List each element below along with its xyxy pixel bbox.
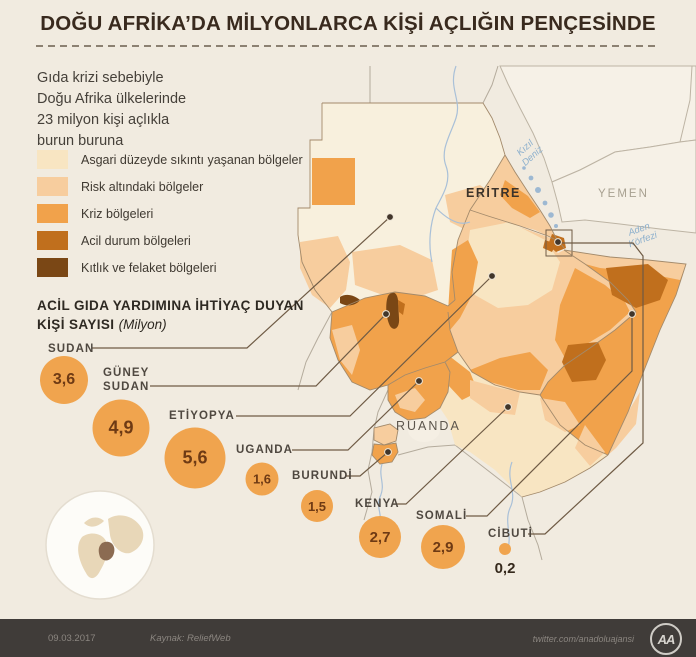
intro-line: burun buruna [37,133,124,149]
ethiopia-west-l3 [448,240,478,330]
legend-label: Asgari düzeyde sıkıntı yaşanan bölgeler [81,152,303,167]
famine-blob-west [340,294,360,306]
bubble-value: 1,6 [252,471,272,487]
intro-text: Gıda krizi sebebiyle Doğu Afrika ülkeler… [37,68,186,152]
sudan-patch-l2-mid [352,245,438,296]
connector-dots [382,213,636,456]
bubble-sudan: 3,6 [40,356,88,404]
connector-lines [92,216,644,535]
south-sudan-shape [330,292,458,390]
section-header-line1: ACİL GIDA YARDIMINA İHTİYAÇ DUYAN [37,298,304,313]
map-legend: Asgari düzeyde sıkıntı yaşanan bölgeler … [37,150,303,285]
legend-item: Acil durum bölgeleri [37,231,303,250]
country-label-guney-sudan: GÜNEY SUDAN [103,367,150,393]
bubble-value: 3,6 [52,371,76,388]
bubble-burundi: 1,5 [301,490,333,522]
eritre-map-label: ERİTRE [466,185,521,200]
ethiopia-south-l3 [470,352,548,390]
aa-agency-logo: AA [650,623,682,655]
country-label-kenya: KENYA [355,498,400,510]
somalia-south-l2 [608,392,640,455]
intro-line: 23 milyon kişi açlıkla [37,112,170,128]
globe-continents [78,515,144,579]
intro-line: Gıda krizi sebebiyle [37,70,164,86]
eritrea-patch-l3 [500,180,540,218]
legend-swatch-famine [37,258,68,277]
legend-item: Risk altındaki bölgeler [37,177,303,196]
footer-bar: 09.03.2017 Kaynak: ReliefWeb twitter.com… [0,619,696,657]
globe-locator [45,490,155,600]
country-label-etiyopya: ETİYOPYA [169,410,235,422]
section-header-line2-text: KİŞİ SAYISI [37,317,115,332]
car-drc-border-line [297,311,333,391]
rwanda-shape [374,424,398,445]
yemen-land [551,139,696,234]
legend-item: Kıtlık ve felaket bölgeleri [37,258,303,277]
country-label-uganda: UGANDA [236,444,294,456]
sudan-patch-l3 [312,158,355,205]
legend-item: Asgari düzeyde sıkıntı yaşanan bölgeler [37,150,303,169]
oman-border-line [679,65,693,143]
ethiopia-center-l1 [465,222,560,308]
red-sea-islands [522,166,558,228]
footer-source: Kaynak: ReliefWeb [150,633,231,644]
bubble-value: 2,9 [432,538,454,556]
country-label-cibuti: CİBUTİ [488,528,533,540]
south-sudan-patch-l2 [332,325,360,375]
section-header: ACİL GIDA YARDIMINA İHTİYAÇ DUYAN KİŞİ S… [37,296,304,334]
kenya-l2-coast [575,425,605,466]
somalia-north-l4 [606,264,668,308]
legend-label: Risk altındaki bölgeler [81,179,204,194]
emergency-bit [398,300,405,315]
section-header-unit: (Milyon) [118,317,167,332]
bubble-kenya: 2,7 [359,516,401,558]
country-label-burundi: BURUNDİ [292,470,353,482]
page-title: DOĞU AFRİKA’DA MİLYONLARCA KİŞİ AÇLIĞIN … [40,12,656,35]
legend-label: Kriz bölgeleri [81,206,154,221]
country-label-sudan: SUDAN [48,343,95,355]
bubble-guney-sudan: 4,9 [92,399,150,457]
egypt-coast-line [482,65,499,104]
footer-twitter-handle: twitter.com/anadoluajansi [532,634,634,644]
drc-border-line [363,389,389,521]
legend-label: Acil durum bölgeleri [81,233,191,248]
legend-swatch-stressed [37,177,68,196]
bubble-value-cibuti: 0,2 [494,560,516,577]
legend-swatch-crisis [37,204,68,223]
somalia-central-l4 [562,342,606,382]
country-borders [297,102,687,498]
bubble-somali: 2,9 [421,525,465,569]
lake-victoria [408,418,440,442]
footer-date: 09.03.2017 [48,633,96,644]
uganda-l2 [395,388,425,412]
bubble-value: 5,6 [182,447,208,468]
bubble-value: 2,7 [369,528,391,546]
bubble-value: 1,5 [307,498,327,514]
rivers [377,65,514,549]
bubble-etiyopya: 5,6 [164,427,226,489]
ruanda-map-label: RUANDA [396,419,461,433]
title-divider [36,45,660,47]
kenya-l2-b [540,398,580,432]
kenya-l3-turkana [444,355,478,400]
legend-item: Kriz bölgeleri [37,204,303,223]
bubble-cibuti [499,543,511,555]
intro-line: Doğu Afrika ülkelerinde [37,91,187,107]
legend-label: Kıtlık ve felaket bölgeleri [81,260,217,275]
bubble-uganda: 1,6 [245,462,279,496]
section-header-line2: KİŞİ SAYISI (Milyon) [37,315,304,334]
legend-swatch-emergency [37,231,68,250]
legend-swatch-minimal [37,150,68,169]
globe-highlight-east-africa [98,541,115,561]
sudan-patch-l2-west [300,236,350,308]
yemen-map-label: YEMEN [598,188,649,200]
famine-strip [386,292,400,329]
country-label-somali: SOMALİ [416,510,468,522]
bubble-value: 4,9 [108,417,134,438]
